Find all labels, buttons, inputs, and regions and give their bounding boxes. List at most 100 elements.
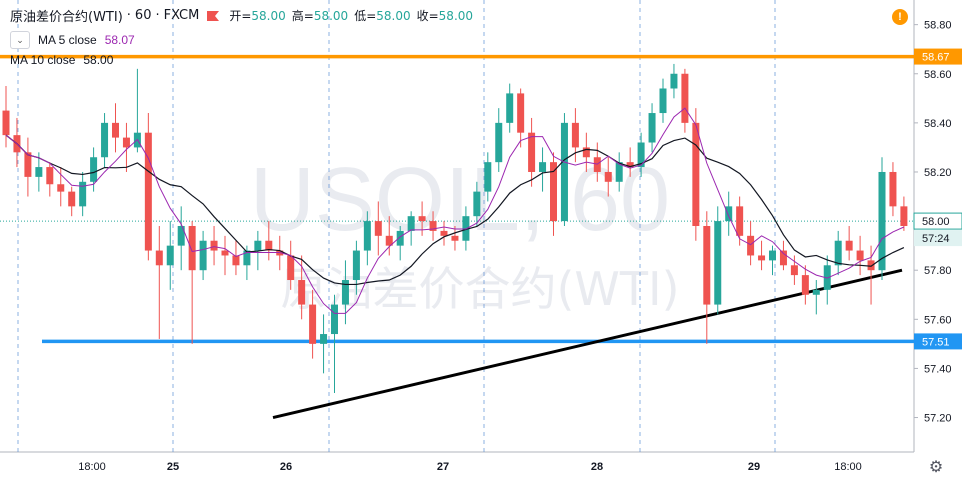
- low-readout: 低=58.00: [354, 9, 411, 23]
- candle-body[interactable]: [331, 304, 338, 335]
- candle-body[interactable]: [900, 206, 908, 226]
- candle-body[interactable]: [68, 191, 76, 207]
- candle-body[interactable]: [736, 206, 744, 236]
- candle-body[interactable]: [35, 167, 43, 177]
- candle-body[interactable]: [758, 255, 766, 261]
- candle-body[interactable]: [637, 142, 645, 168]
- candle-body[interactable]: [90, 157, 98, 182]
- candle-body[interactable]: [834, 240, 842, 266]
- candle-body[interactable]: [560, 122, 568, 222]
- candle-body[interactable]: [615, 162, 623, 182]
- price-tick-label: 57.60: [924, 314, 952, 326]
- candle-body[interactable]: [714, 221, 722, 305]
- candle-body[interactable]: [528, 132, 536, 172]
- candle-body[interactable]: [790, 265, 798, 276]
- candle-body[interactable]: [725, 206, 733, 222]
- candle-body[interactable]: [451, 235, 459, 241]
- candle-body[interactable]: [429, 221, 437, 231]
- candle-body[interactable]: [210, 240, 218, 251]
- candle-body[interactable]: [867, 260, 875, 271]
- symbol-name[interactable]: 原油差价合约(WTI): [10, 10, 123, 25]
- candle-body[interactable]: [517, 93, 525, 133]
- candle-body[interactable]: [604, 171, 612, 182]
- trendline[interactable]: [272, 268, 903, 419]
- countdown-tag: [914, 230, 962, 247]
- candle-body[interactable]: [845, 240, 853, 251]
- interval-label[interactable]: 60: [134, 8, 152, 23]
- candle-body[interactable]: [571, 122, 579, 148]
- candle-body[interactable]: [188, 226, 196, 271]
- candle-body[interactable]: [703, 226, 711, 305]
- candle-body[interactable]: [769, 250, 776, 261]
- candle-body[interactable]: [582, 147, 590, 158]
- candle-body[interactable]: [681, 73, 689, 123]
- current-price-label: 58.00: [922, 216, 950, 228]
- candle-body[interactable]: [550, 162, 557, 222]
- candle-body[interactable]: [254, 240, 262, 251]
- candle-body[interactable]: [407, 216, 415, 231]
- candle-body[interactable]: [648, 113, 656, 143]
- candle-body[interactable]: [747, 235, 755, 256]
- candle-body[interactable]: [440, 230, 448, 236]
- ma5-value: 58.07: [104, 33, 135, 47]
- close-readout: 收=58.00: [416, 9, 474, 23]
- candle-body[interactable]: [812, 289, 820, 295]
- candle-body[interactable]: [265, 240, 273, 251]
- candle-body[interactable]: [856, 250, 864, 261]
- candle-body[interactable]: [352, 250, 360, 281]
- candle-body[interactable]: [122, 137, 130, 148]
- candle-body[interactable]: [418, 216, 426, 222]
- candle-body[interactable]: [166, 245, 174, 266]
- open-readout: 开=58.00: [229, 9, 286, 23]
- candle-body[interactable]: [298, 280, 306, 305]
- candle-body[interactable]: [2, 110, 10, 136]
- candle-body[interactable]: [79, 181, 87, 207]
- ma10-legend-row[interactable]: MA 10 close 58.00: [10, 50, 135, 70]
- candle-body[interactable]: [626, 162, 634, 168]
- candle-body[interactable]: [112, 122, 119, 138]
- candle-body[interactable]: [221, 250, 229, 256]
- gear-icon[interactable]: ⚙: [928, 459, 944, 476]
- candle-body[interactable]: [243, 250, 251, 266]
- candle-body[interactable]: [341, 280, 349, 305]
- candle-body[interactable]: [232, 255, 240, 266]
- candle-body[interactable]: [801, 275, 809, 295]
- candle-body[interactable]: [473, 191, 481, 217]
- chevron-down-icon[interactable]: ⌄: [10, 31, 30, 49]
- candle-body[interactable]: [24, 152, 32, 177]
- candle-body[interactable]: [889, 171, 897, 207]
- price-tick-label: 57.80: [924, 265, 952, 277]
- watermark-name: 原油差价合约(WTI): [280, 262, 679, 316]
- candle-body[interactable]: [506, 93, 514, 123]
- candle-body[interactable]: [495, 122, 503, 163]
- ma5-line[interactable]: [5, 107, 905, 314]
- candle-body[interactable]: [199, 240, 207, 271]
- candle-body[interactable]: [320, 334, 328, 344]
- flag-icon[interactable]: [207, 10, 220, 21]
- candle-body[interactable]: [779, 250, 787, 266]
- candle-body[interactable]: [155, 250, 163, 266]
- candle-body[interactable]: [484, 162, 492, 192]
- candle-body[interactable]: [539, 162, 547, 172]
- candle-body[interactable]: [374, 221, 382, 236]
- candle-body[interactable]: [144, 132, 152, 251]
- candle-body[interactable]: [363, 221, 371, 251]
- candle-body[interactable]: [46, 167, 54, 185]
- candle-body[interactable]: [309, 304, 317, 344]
- candle-body[interactable]: [692, 122, 700, 226]
- candle-body[interactable]: [670, 73, 678, 89]
- candle-body[interactable]: [878, 171, 886, 271]
- ma5-legend-row[interactable]: ⌄ MA 5 close 58.07: [10, 30, 135, 50]
- chart-header: 原油差价合约(WTI) · 60 · FXCM 开=58.00 高=58.00 …: [10, 8, 474, 25]
- support-price-tag: [914, 333, 962, 350]
- candle-body[interactable]: [659, 88, 667, 114]
- candle-body[interactable]: [177, 226, 185, 246]
- candle-body[interactable]: [57, 184, 65, 192]
- exclamation-icon[interactable]: !: [892, 9, 908, 25]
- candle-body[interactable]: [385, 235, 393, 246]
- candle-body[interactable]: [396, 230, 404, 246]
- time-tick-label: 27: [437, 461, 449, 473]
- candle-body[interactable]: [287, 255, 295, 281]
- candle-body[interactable]: [101, 122, 109, 158]
